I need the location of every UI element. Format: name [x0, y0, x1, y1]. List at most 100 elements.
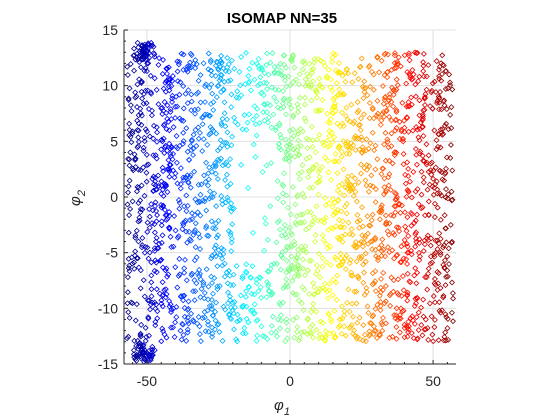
- scatter-point: [402, 171, 409, 178]
- scatter-point: [380, 269, 387, 276]
- scatter-point: [428, 89, 435, 96]
- scatter-point: [359, 243, 366, 250]
- scatter-point: [131, 45, 137, 52]
- scatter-point: [411, 320, 418, 327]
- scatter-point: [130, 167, 137, 174]
- scatter-point: [385, 174, 392, 181]
- scatter-point: [327, 120, 333, 127]
- scatter-point: [265, 114, 272, 121]
- scatter-point: [443, 165, 449, 172]
- scatter-point: [152, 318, 159, 325]
- scatter-point: [418, 191, 425, 198]
- scatter-point: [142, 51, 149, 57]
- scatter-point: [215, 217, 222, 224]
- scatter-point: [227, 180, 234, 187]
- scatter-point: [301, 219, 308, 226]
- scatter-point: [374, 110, 381, 117]
- scatter-point: [141, 249, 148, 256]
- scatter-point: [214, 263, 221, 270]
- scatter-point: [180, 174, 187, 181]
- scatter-point: [135, 238, 142, 245]
- scatter-point: [203, 207, 210, 214]
- scatter-point: [253, 132, 260, 139]
- scatter-point: [165, 75, 172, 82]
- scatter-point: [237, 316, 244, 323]
- scatter-point: [192, 227, 199, 234]
- scatter-point: [164, 70, 170, 77]
- scatter-point: [242, 293, 249, 300]
- scatter-point: [283, 83, 290, 90]
- scatter-point: [325, 226, 332, 233]
- scatter-point: [310, 214, 317, 221]
- scatter-point: [295, 104, 302, 111]
- scatter-point: [174, 58, 181, 65]
- scatter-point: [222, 68, 229, 75]
- scatter-point: [416, 97, 423, 104]
- scatter-point: [150, 43, 157, 50]
- scatter-point: [309, 334, 316, 341]
- scatter-point: [137, 330, 144, 337]
- scatter-point: [305, 224, 312, 231]
- scatter-point: [131, 67, 138, 74]
- scatter-point: [143, 151, 150, 158]
- scatter-point: [386, 334, 393, 341]
- scatter-point: [443, 106, 450, 113]
- scatter-point: [447, 82, 454, 89]
- scatter-point: [202, 99, 208, 106]
- scatter-point: [361, 78, 368, 85]
- scatter-point: [315, 288, 322, 295]
- scatter-point: [412, 265, 419, 272]
- scatter-point: [126, 162, 133, 169]
- scatter-point: [367, 319, 374, 326]
- scatter-point: [420, 179, 427, 186]
- scatter-point: [209, 90, 216, 97]
- scatter-point: [183, 277, 190, 284]
- scatter-point: [128, 108, 135, 114]
- scatter-point: [174, 234, 181, 241]
- scatter-point: [344, 116, 351, 123]
- scatter-point: [319, 232, 326, 239]
- scatter-point: [383, 219, 390, 226]
- scatter-point: [246, 111, 253, 118]
- scatter-point: [428, 159, 435, 166]
- scatter-point: [145, 106, 152, 112]
- scatter-point: [215, 82, 222, 89]
- scatter-point: [348, 101, 355, 108]
- scatter-point: [414, 49, 421, 56]
- scatter-point: [212, 225, 219, 232]
- scatter-point: [229, 307, 236, 314]
- scatter-point: [153, 301, 160, 308]
- scatter-point: [218, 60, 225, 66]
- scatter-point: [139, 95, 146, 102]
- scatter-point: [261, 117, 268, 124]
- scatter-point: [283, 155, 290, 162]
- scatter-point: [392, 196, 399, 203]
- scatter-point: [201, 289, 208, 296]
- scatter-point: [185, 305, 192, 312]
- scatter-point: [228, 208, 235, 215]
- scatter-point: [309, 143, 316, 150]
- scatter-point: [183, 192, 190, 199]
- scatter-point: [166, 140, 173, 147]
- scatter-point: [273, 98, 280, 105]
- scatter-point: [444, 195, 451, 202]
- scatter-point: [263, 62, 270, 68]
- scatter-point: [187, 236, 193, 243]
- scatter-point: [321, 337, 328, 344]
- scatter-point: [432, 237, 439, 244]
- scatter-point: [336, 86, 343, 93]
- scatter-point: [423, 141, 430, 148]
- scatter-point: [393, 108, 400, 115]
- scatter-point: [449, 167, 456, 174]
- scatter-point: [249, 263, 256, 270]
- scatter-point: [345, 286, 352, 293]
- scatter-point: [314, 179, 321, 186]
- scatter-point: [267, 265, 274, 272]
- scatter-point: [219, 162, 226, 169]
- scatter-point: [280, 285, 287, 292]
- scatter-point: [349, 272, 356, 279]
- scatter-point: [145, 40, 152, 47]
- scatter-point: [441, 122, 448, 129]
- scatter-point: [132, 248, 139, 255]
- scatter-point: [172, 227, 179, 234]
